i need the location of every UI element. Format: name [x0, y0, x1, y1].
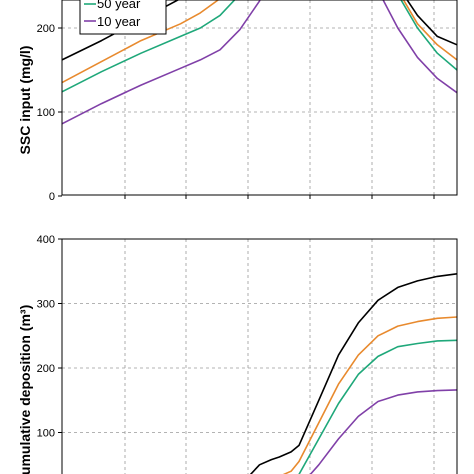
y-tick-label: 0 [49, 191, 55, 203]
bottom-gridlines [62, 239, 457, 474]
ssc-input-panel: 0100200300400 SSC input (mg/l) 50 year 1… [17, 0, 458, 203]
y-tick-label: 200 [37, 23, 55, 35]
bottom-plot-frame [61, 238, 458, 474]
y-tick-label: 300 [37, 299, 55, 311]
bottom-series-lines [249, 273, 458, 474]
legend-box [79, 0, 167, 35]
cumulative-deposition-panel: 100 200 300 400 Cumulative deposition (m³) [17, 234, 458, 474]
y-tick-label: 100 [37, 107, 55, 119]
series-line-green [61, 0, 458, 93]
y-tick-label: 200 [37, 363, 55, 375]
series-line-orange [282, 316, 458, 474]
legend-label-10-year: 10 year [97, 14, 141, 29]
series-line-green [298, 339, 458, 474]
y-tick-label: 400 [37, 234, 55, 246]
series-line-black [249, 273, 458, 474]
series-line-purple [61, 0, 458, 125]
y-tick-label: 100 [37, 428, 55, 440]
top-plot-frame [61, 0, 458, 196]
top-series-lines [61, 0, 458, 125]
bottom-y-ticks: 100 200 300 400 [37, 234, 62, 440]
top-y-ticks: 0100200300400 [37, 23, 435, 203]
series-line-orange [61, 0, 458, 84]
legend-label-50-year: 50 year [97, 0, 141, 11]
series-line-purple [309, 389, 458, 474]
bottom-y-axis-label: Cumulative deposition (m³) [17, 305, 33, 474]
top-y-axis-label: SSC input (mg/l) [17, 46, 33, 155]
legend: 50 year 10 year [79, 0, 167, 35]
